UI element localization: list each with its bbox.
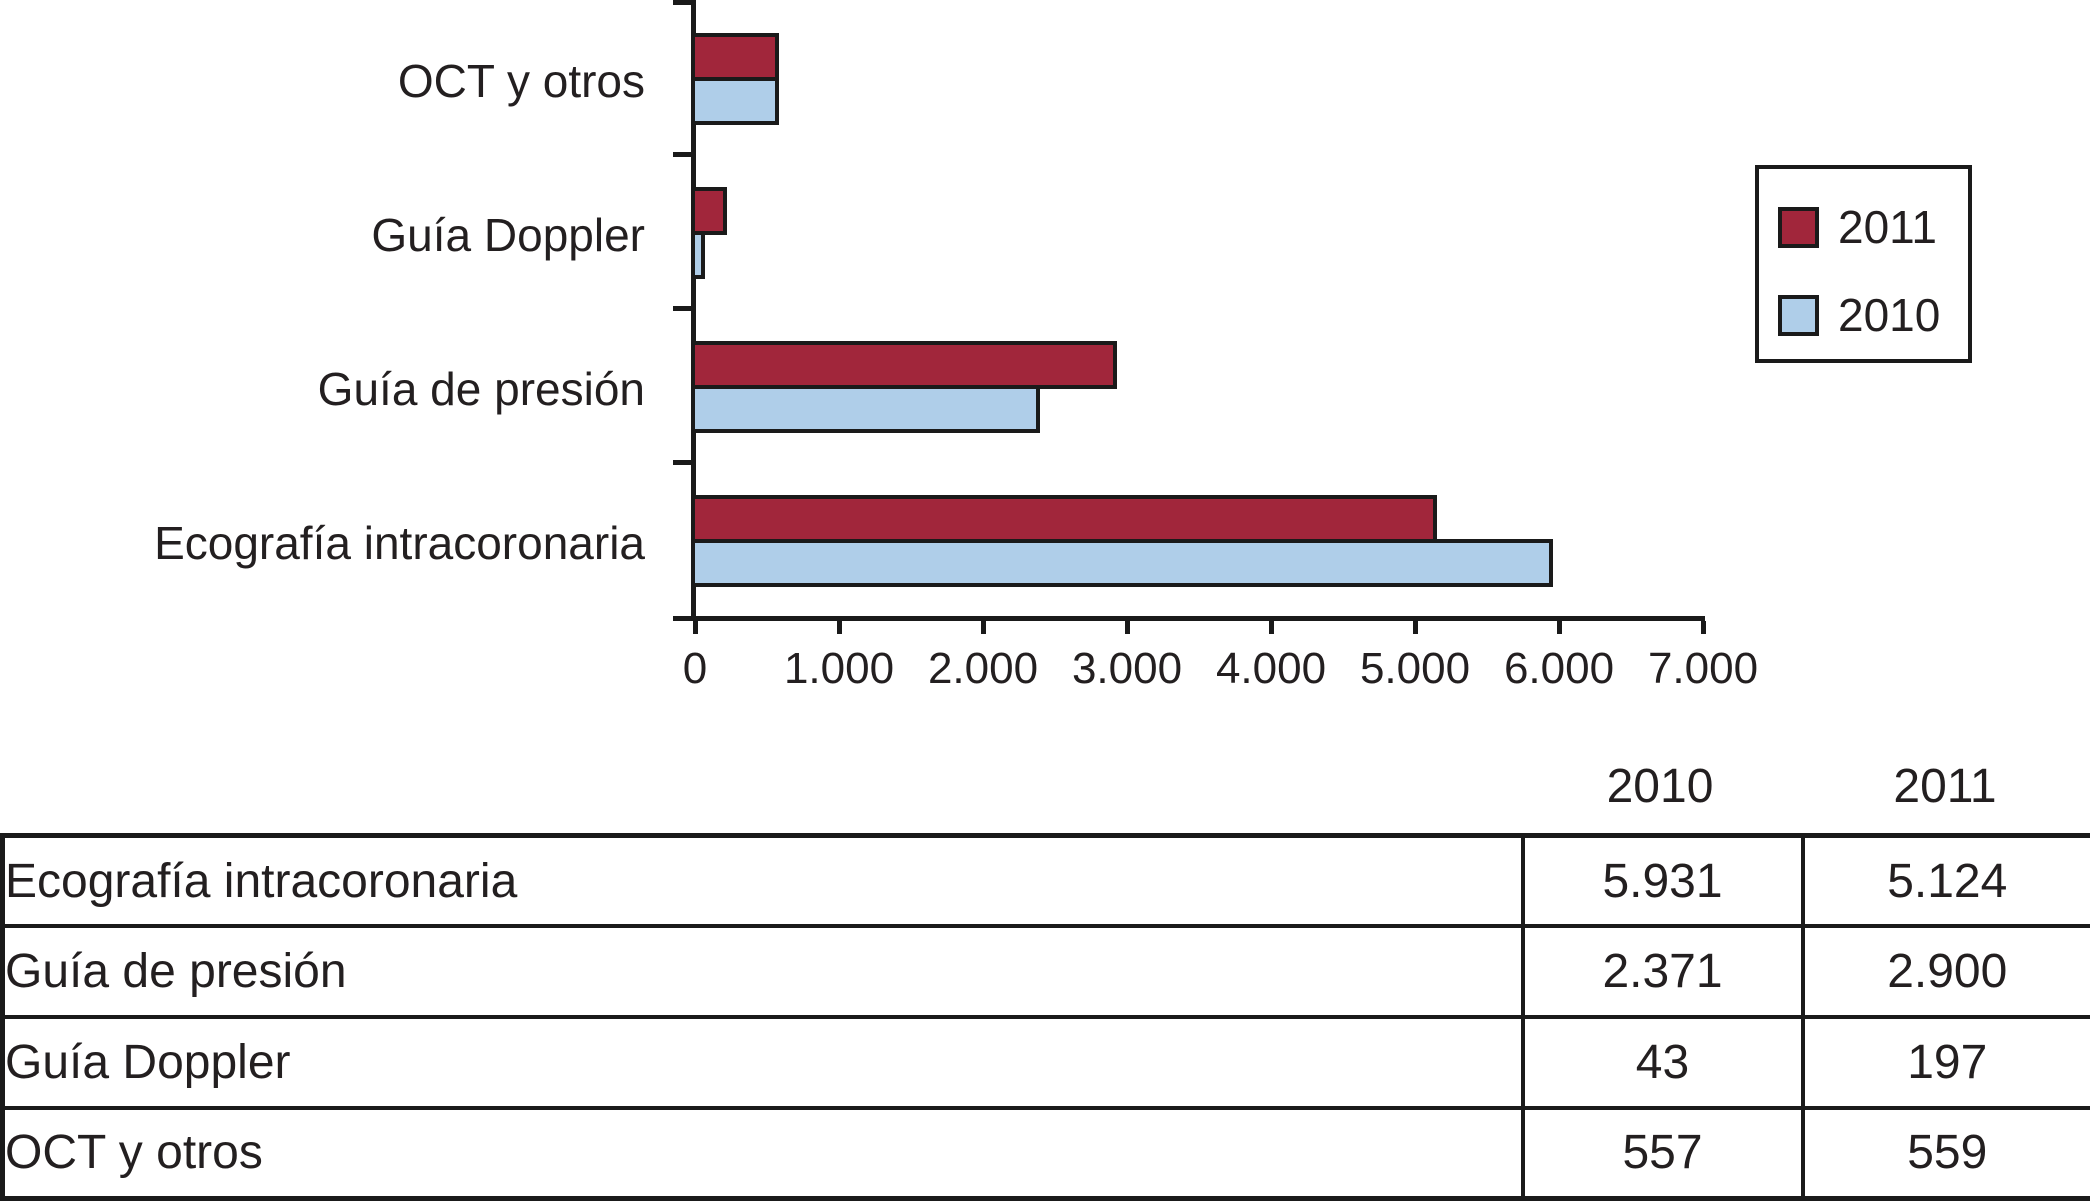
y-axis-tick: [673, 306, 691, 311]
row-value-2010: 557: [1520, 1105, 1805, 1201]
row-label: Guía de presión: [0, 924, 1525, 1019]
data-table: Ecografía intracoronaria 5.931 5.124 Guía d…: [0, 833, 2090, 1201]
legend-entry-2010: 2010: [1778, 292, 1940, 338]
table-column-header-2010: 2010: [1606, 760, 1714, 813]
category-label: Guía Doppler: [371, 209, 645, 261]
bar-2010-1: [691, 77, 779, 125]
row-value-2011: 197: [1800, 1015, 2090, 1110]
x-axis-tick: [1701, 621, 1706, 634]
x-axis-tick-label: 4.000: [1215, 644, 1327, 693]
bar-2011-1: [691, 33, 779, 81]
bar-chart: 0 1.000 2.000 3.000 4.000 5.000 6.000 7.000 OCT …: [154, 0, 1759, 693]
row-value-2010: 2.371: [1520, 924, 1805, 1019]
row-value-2010: 5.931: [1520, 833, 1805, 929]
category-label: Guía de presión: [317, 363, 645, 415]
bar-2010-2: [691, 231, 705, 279]
x-axis-tick: [693, 621, 698, 634]
x-axis-tick-label: 1.000: [783, 644, 895, 693]
table-row: Guía Doppler 43 197: [0, 1015, 2090, 1110]
chart-legend: 2011 2010: [1755, 165, 1972, 363]
legend-label-2011: 2011: [1838, 201, 1937, 253]
bar-2011-2: [691, 187, 727, 235]
category-label: OCT y otros: [397, 55, 645, 107]
legend-entry-2011: 2011: [1778, 204, 1937, 250]
y-axis-tick: [673, 0, 691, 5]
row-label: OCT y otros: [0, 1105, 1525, 1201]
x-axis-tick: [1557, 621, 1562, 634]
category-label: Ecografía intracoronaria: [154, 517, 645, 569]
x-axis-tick-label: 0: [682, 644, 708, 693]
x-axis-tick-label: 6.000: [1503, 644, 1615, 693]
legend-swatch-2011-icon: [1778, 206, 1819, 248]
legend-label-2010: 2010: [1838, 289, 1941, 341]
x-axis-tick-label: 3.000: [1071, 644, 1183, 693]
bar-2011-4: [691, 495, 1437, 543]
row-value-2011: 2.900: [1800, 924, 2090, 1019]
table-row: Guía de presión 2.371 2.900: [0, 924, 2090, 1019]
x-axis-tick: [1269, 621, 1274, 634]
y-axis-tick: [673, 460, 691, 465]
row-label: Guía Doppler: [0, 1015, 1525, 1110]
y-axis-tick: [673, 152, 691, 157]
table-row: OCT y otros 557 559: [0, 1105, 2090, 1201]
row-value-2010: 43: [1520, 1015, 1805, 1110]
row-label: Ecografía intracoronaria: [0, 833, 1525, 929]
x-axis-tick: [1125, 621, 1130, 634]
x-axis-tick-label: 5.000: [1359, 644, 1471, 693]
bar-2010-4: [691, 539, 1553, 587]
table-column-header-2011: 2011: [1893, 760, 1997, 813]
y-axis-line: [691, 0, 696, 621]
x-axis-tick: [1413, 621, 1418, 634]
x-axis-line: [673, 616, 1705, 621]
bar-2010-3: [691, 385, 1040, 433]
x-axis-tick-label: 2.000: [927, 644, 1039, 693]
x-axis-tick: [981, 621, 986, 634]
x-axis-tick: [837, 621, 842, 634]
bar-2011-3: [691, 341, 1117, 389]
table-row: Ecografía intracoronaria 5.931 5.124: [0, 833, 2090, 929]
row-value-2011: 5.124: [1800, 833, 2090, 929]
row-value-2011: 559: [1800, 1105, 2090, 1201]
legend-swatch-2010-icon: [1778, 294, 1819, 336]
x-axis-tick-label: 7.000: [1647, 644, 1759, 693]
